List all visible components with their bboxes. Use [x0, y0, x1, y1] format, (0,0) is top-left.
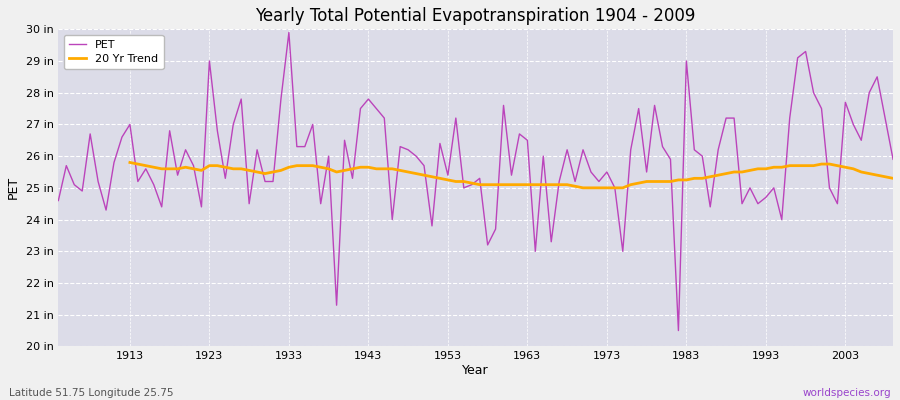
PET — [601, 170, 612, 174]
20 Yr Trend — [506, 182, 517, 187]
20 Yr Trend — [578, 186, 589, 190]
Line: PET: PET — [58, 32, 893, 330]
Line: 20 Yr Trend: 20 Yr Trend — [130, 162, 893, 188]
PET — [53, 198, 64, 203]
Text: worldspecies.org: worldspecies.org — [803, 388, 891, 398]
PET — [673, 328, 684, 333]
Legend: PET, 20 Yr Trend: PET, 20 Yr Trend — [64, 35, 164, 70]
PET — [545, 239, 556, 244]
PET — [792, 56, 803, 60]
PET — [554, 179, 564, 184]
X-axis label: Year: Year — [463, 364, 489, 377]
20 Yr Trend — [562, 182, 572, 187]
PET — [76, 189, 87, 194]
20 Yr Trend — [148, 165, 159, 170]
20 Yr Trend — [124, 160, 135, 165]
Title: Yearly Total Potential Evapotranspiration 1904 - 2009: Yearly Total Potential Evapotranspiratio… — [256, 7, 696, 25]
PET — [284, 30, 294, 35]
Y-axis label: PET: PET — [7, 176, 20, 200]
20 Yr Trend — [721, 171, 732, 176]
20 Yr Trend — [180, 165, 191, 170]
PET — [634, 106, 644, 111]
20 Yr Trend — [887, 176, 898, 181]
Text: Latitude 51.75 Longitude 25.75: Latitude 51.75 Longitude 25.75 — [9, 388, 174, 398]
20 Yr Trend — [323, 166, 334, 171]
PET — [887, 157, 898, 162]
